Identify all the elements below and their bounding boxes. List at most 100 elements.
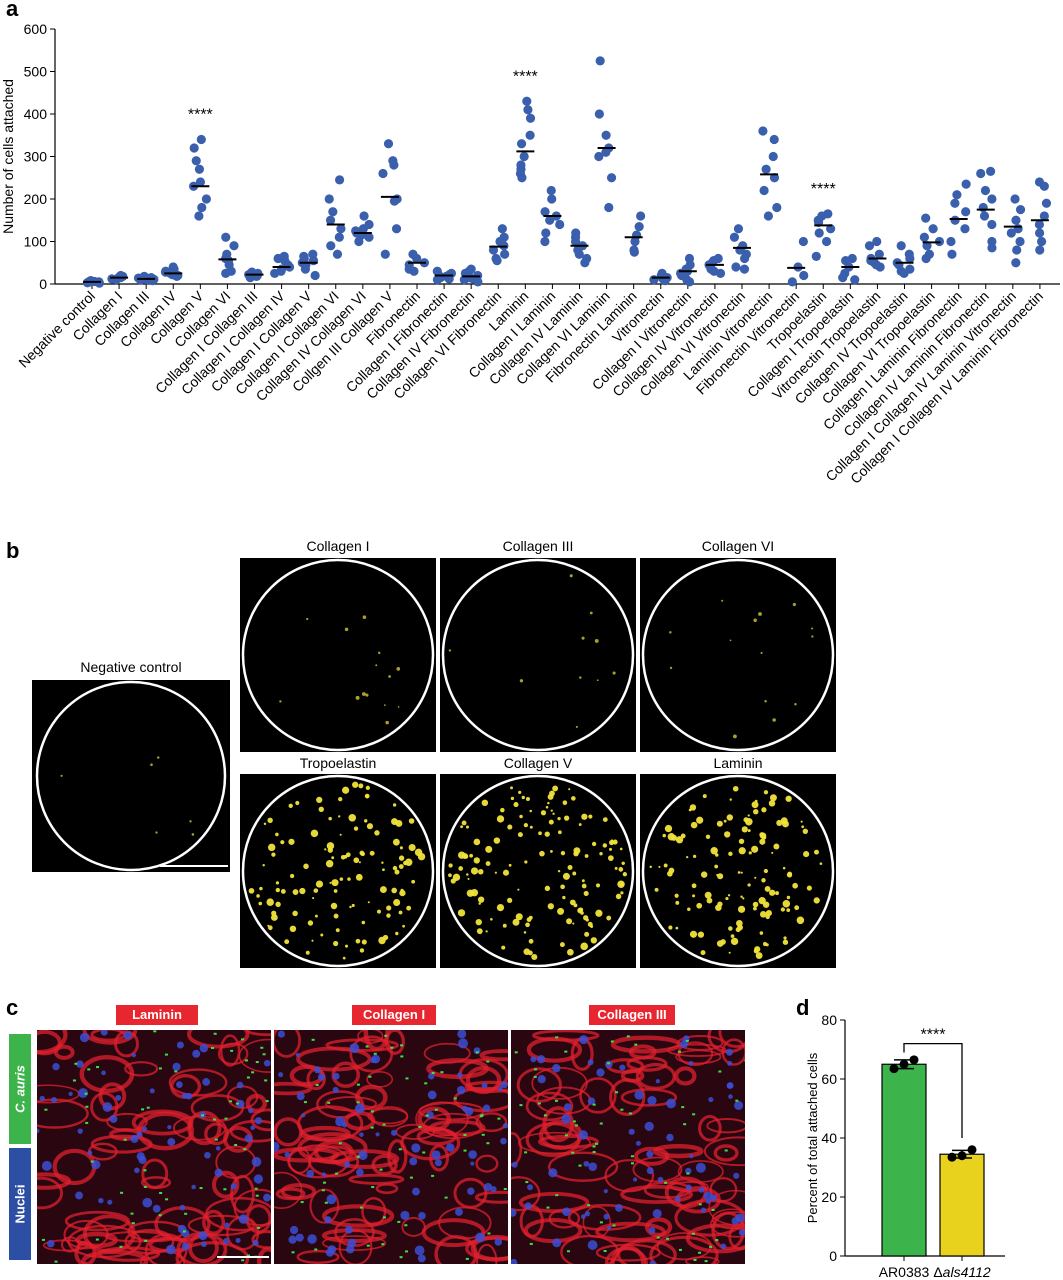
well-image-collagen-i: [240, 558, 436, 752]
data-point: [758, 126, 768, 136]
significance-label: ****: [513, 68, 538, 85]
data-point: [1039, 181, 1049, 191]
data-point: [546, 185, 556, 196]
data-point: [787, 277, 797, 287]
data-point: [713, 253, 723, 264]
data-point: [987, 236, 997, 247]
well-title-collagen-v: Collagen V: [503, 755, 573, 771]
significance-label: ****: [811, 181, 836, 198]
data-point: [899, 268, 909, 278]
well-outline: [35, 680, 227, 872]
data-point: [874, 249, 884, 259]
data-point: [675, 268, 686, 278]
tissue-image-laminin: [37, 1030, 271, 1264]
data-point: [389, 160, 399, 170]
data-point: [798, 236, 808, 247]
y-tick-label: 100: [24, 234, 48, 250]
data-point: [922, 241, 932, 251]
data-point: [739, 264, 750, 274]
data-point: [604, 202, 614, 213]
data-point: [336, 224, 346, 234]
data-point: [574, 249, 584, 259]
data-point: [957, 1151, 967, 1161]
data-point: [412, 253, 422, 264]
well-outline: [241, 774, 435, 968]
data-point: [896, 241, 906, 251]
data-point: [1037, 236, 1047, 247]
data-point: [1011, 258, 1021, 268]
bar: [939, 1153, 985, 1257]
data-point: [191, 156, 201, 166]
data-point: [850, 275, 860, 285]
data-point: [517, 173, 527, 183]
data-point: [389, 196, 400, 206]
data-point: [522, 96, 532, 106]
data-point: [492, 256, 502, 266]
data-point: [961, 207, 971, 217]
data-point: [252, 271, 262, 281]
data-point: [946, 236, 956, 247]
tissue-image-collagen-iii: [511, 1030, 745, 1264]
legend-c-auris: C. auris: [9, 1034, 31, 1144]
data-point: [634, 222, 644, 232]
data-point: [595, 56, 605, 66]
data-point: [391, 224, 402, 234]
data-point: [466, 264, 476, 274]
y-tick-label: 600: [24, 21, 48, 37]
data-point: [761, 164, 771, 174]
x-tick-label: Δals4112: [933, 1264, 991, 1280]
data-point: [197, 202, 207, 213]
data-point: [221, 232, 231, 242]
data-point: [378, 168, 388, 179]
data-point: [308, 256, 319, 266]
well-image-collagen-vi: [640, 558, 836, 752]
data-point: [636, 211, 646, 221]
data-point: [136, 275, 146, 285]
data-point: [194, 211, 204, 221]
data-point: [952, 190, 962, 200]
data-point: [570, 236, 581, 247]
data-point: [201, 194, 211, 204]
y-tick-label: 40: [821, 1130, 837, 1146]
well-outline: [441, 558, 635, 752]
data-point: [229, 241, 239, 251]
data-point: [649, 275, 659, 285]
data-point: [1034, 228, 1045, 238]
data-point: [160, 267, 171, 277]
y-tick-label: 300: [24, 149, 48, 165]
data-point: [875, 262, 885, 272]
well-outline: [641, 558, 835, 752]
data-point: [324, 194, 334, 204]
data-point: [1010, 194, 1020, 204]
data-point: [334, 232, 344, 242]
y-tick-label: 0: [39, 276, 47, 292]
data-point: [1015, 205, 1026, 215]
y-axis-label: Number of cells attached: [0, 79, 16, 234]
well-image-collagen-v: [440, 774, 636, 968]
tissue-title-laminin: Laminin: [116, 1005, 198, 1025]
data-point: [759, 185, 769, 196]
data-point: [657, 268, 667, 278]
data-point: [540, 236, 550, 247]
data-point: [985, 166, 996, 176]
data-point: [364, 232, 374, 242]
data-point: [545, 215, 555, 225]
data-point: [739, 253, 750, 264]
data-point: [928, 224, 938, 234]
data-point: [194, 164, 205, 174]
data-point: [432, 266, 442, 276]
data-point: [1011, 215, 1021, 225]
data-point: [978, 202, 988, 213]
data-point: [987, 243, 997, 253]
data-point: [356, 230, 366, 240]
y-axis-label: Percent of total attached cells: [805, 1052, 820, 1223]
data-point: [772, 202, 782, 213]
data-point: [629, 247, 639, 257]
tissue-image-collagen-i: [274, 1030, 508, 1264]
well-image-negative-control: [32, 680, 230, 872]
well-image-laminin: [640, 774, 836, 968]
data-point: [1039, 211, 1049, 221]
data-point: [987, 219, 997, 230]
data-point: [488, 245, 499, 255]
well-image-tropoelastin: [240, 774, 436, 968]
